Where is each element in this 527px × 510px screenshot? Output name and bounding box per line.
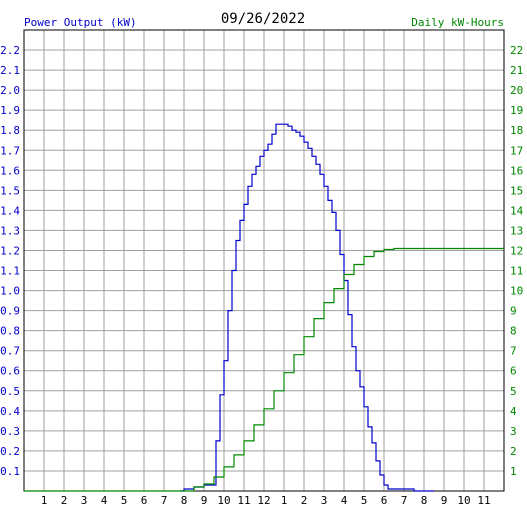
right-tick-label: 10 [510,285,523,298]
right-tick-label: 3 [510,425,517,438]
right-tick-label: 11 [510,265,523,278]
x-tick-label: 5 [121,494,128,507]
x-tick-label: 10 [217,494,230,507]
left-tick-label: 0.8 [0,325,20,338]
right-tick-label: 2 [510,445,517,458]
x-tick-label: 2 [61,494,68,507]
x-tick-label: 5 [361,494,368,507]
left-tick-label: 1.2 [0,244,20,257]
x-tick-label: 4 [341,494,348,507]
right-tick-label: 16 [510,164,523,177]
x-tick-label: 8 [181,494,188,507]
series-lines [24,123,504,492]
right-tick-label: 21 [510,64,523,77]
daily-kwh-line [24,247,504,492]
right-tick-label: 8 [510,325,517,338]
right-tick-label: 19 [510,104,523,117]
left-tick-label: 1.0 [0,285,20,298]
power-output-line [180,123,434,492]
left-tick-label: 2.0 [0,84,20,97]
right-tick-label: 17 [510,144,523,157]
plot-frame [23,29,505,492]
x-tick-label: 6 [381,494,388,507]
left-tick-label: 1.9 [0,104,20,117]
x-tick-label: 1 [41,494,48,507]
left-tick-label: 2.1 [0,64,20,77]
x-tick-label: 3 [321,494,328,507]
left-tick-label: 0.6 [0,365,20,378]
left-tick-label: 1.6 [0,164,20,177]
left-tick-label: 0.5 [0,385,20,398]
left-axis-ticks: 0.1 0.2 0.3 0.4 0.5 0.6 0.7 0.8 0.9 1.0 1.1 1.2 1.3 1… [0,44,20,478]
left-tick-label: 1.5 [0,184,20,197]
x-axis-ticks: 1 2 3 4 5 6 7 8 9 10 11 12 1 2 3 4 5 6 7 8 9 10 11 [41,494,491,507]
x-tick-label: 4 [101,494,108,507]
left-tick-label: 0.3 [0,425,20,438]
x-tick-label: 8 [421,494,428,507]
left-tick-label: 0.9 [0,305,20,318]
x-tick-label: 9 [201,494,208,507]
x-tick-label: 7 [401,494,408,507]
right-tick-label: 7 [510,345,517,358]
x-tick-label: 2 [301,494,308,507]
left-tick-label: 0.2 [0,445,20,458]
chart-date: 09/26/2022 [221,11,305,27]
right-tick-label: 15 [510,184,523,197]
left-tick-label: 0.4 [0,405,20,418]
right-tick-label: 1 [510,465,517,478]
right-tick-label: 12 [510,244,523,257]
x-tick-label: 6 [141,494,148,507]
right-tick-label: 18 [510,124,523,137]
left-tick-label: 1.4 [0,204,20,217]
left-tick-label: 1.3 [0,224,20,237]
left-tick-label: 1.8 [0,124,20,137]
x-tick-label: 12 [257,494,270,507]
left-tick-label: 2.2 [0,44,20,57]
x-tick-label: 10 [457,494,470,507]
left-tick-label: 0.1 [0,465,20,478]
x-tick-label: 7 [161,494,168,507]
x-tick-label: 9 [441,494,448,507]
left-tick-label: 1.1 [0,265,20,278]
right-tick-label: 6 [510,365,517,378]
left-tick-label: 1.7 [0,144,20,157]
x-tick-label: 1 [281,494,288,507]
left-tick-label: 0.7 [0,345,20,358]
x-tick-label: 11 [477,494,490,507]
right-tick-label: 13 [510,224,523,237]
right-axis-title: Daily kW-Hours [411,16,504,29]
right-tick-label: 5 [510,385,517,398]
right-tick-label: 9 [510,305,517,318]
right-tick-label: 22 [510,44,523,57]
x-tick-label: 11 [237,494,250,507]
right-tick-label: 20 [510,84,523,97]
right-tick-label: 14 [510,204,524,217]
left-axis-title: Power Output (kW) [24,16,137,29]
grid-lines [24,29,504,491]
right-tick-label: 4 [510,405,517,418]
x-tick-label: 3 [81,494,88,507]
